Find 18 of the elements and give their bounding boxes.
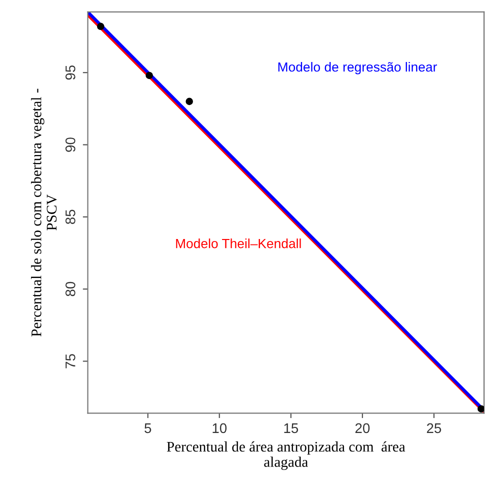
series-label: Modelo Theil–Kendall: [176, 238, 301, 248]
y-tick-label: 75: [66, 354, 76, 368]
point: [146, 72, 153, 80]
x-tick-label: 10: [212, 423, 227, 434]
point: [186, 98, 193, 106]
x-tick-label: 25: [426, 423, 442, 434]
y-tick-label: 95: [65, 65, 76, 80]
x-axis-title: Percentual de área antropizada com área alagada: [166, 441, 406, 470]
text: Modelo de regressão linear: [278, 62, 437, 74]
y-tick-label: 90: [65, 138, 76, 152]
x-tick-label: 5: [144, 423, 152, 434]
point: [97, 22, 104, 30]
y-tick-label: 80: [65, 282, 76, 296]
y-axis-title: Percentual de solo com cobertura vegetal - PSCV: [31, 88, 57, 336]
x-tick-label: 20: [355, 423, 370, 434]
point: [478, 405, 484, 412]
y-tick-label: 85: [65, 210, 76, 224]
x-tick-label: 15: [284, 423, 298, 434]
